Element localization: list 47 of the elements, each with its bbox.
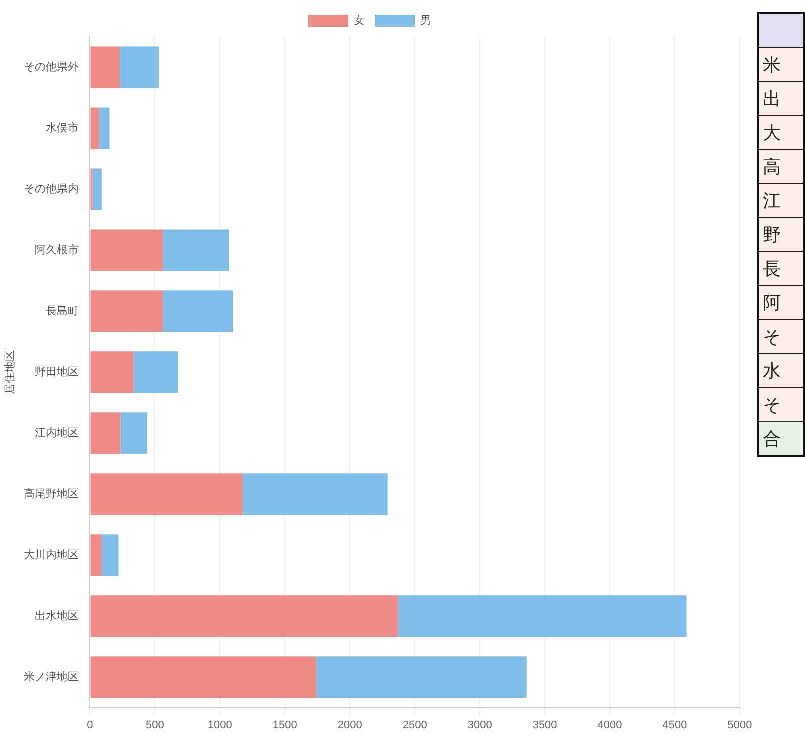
bar — [162, 230, 230, 272]
x-tick-label: 0 — [87, 719, 94, 732]
y-tick-label: 大川内地区 — [24, 548, 80, 562]
bar — [90, 230, 163, 272]
x-tick-label: 2000 — [338, 719, 362, 732]
y-tick-label: 高尾野地区 — [24, 487, 80, 500]
y-tick-label: 出水地区 — [35, 609, 80, 622]
y-tick-label: 水俣市 — [46, 122, 80, 135]
bar — [102, 534, 119, 576]
bar — [90, 290, 163, 332]
bar — [120, 412, 148, 454]
bar — [90, 656, 316, 698]
bar — [316, 656, 527, 698]
y-tick-label: その他県外 — [24, 62, 80, 74]
bar — [120, 46, 160, 88]
bar — [242, 474, 388, 516]
x-tick-label: 4000 — [598, 719, 622, 732]
x-tick-label: 5000 — [728, 719, 752, 732]
x-tick-label: 2500 — [402, 719, 428, 732]
y-axis-title: 居住地区 — [4, 350, 17, 394]
y-tick-label: 野田地区 — [35, 365, 80, 378]
y-tick-label: 阿久根市 — [35, 243, 80, 256]
bar — [134, 352, 178, 394]
y-tick-label: その他県内 — [24, 182, 80, 196]
data-table: 米 出 大 高 江 野 長 阿 そ 水 そ 合 — [757, 12, 805, 457]
x-tick-label: 3500 — [532, 719, 558, 732]
x-tick-label: 500 — [146, 719, 164, 732]
x-tick-label: 1000 — [208, 719, 232, 732]
legend-label: 女 — [354, 15, 365, 28]
x-tick-label: 4500 — [662, 719, 688, 732]
bar — [92, 168, 102, 210]
bar — [90, 108, 100, 150]
bar — [90, 352, 134, 394]
y-tick-label: 江内地区 — [35, 426, 80, 440]
bar — [90, 596, 398, 638]
legend-label: 男 — [420, 15, 432, 28]
bar — [90, 474, 243, 516]
x-tick-label: 3000 — [468, 719, 492, 732]
bar — [162, 290, 234, 332]
bar — [398, 596, 687, 638]
x-tick-label: 1500 — [272, 719, 298, 732]
y-tick-label: 米ノ津地区 — [24, 670, 80, 684]
bar — [90, 412, 121, 454]
y-tick-label: 長島町 — [46, 304, 80, 318]
bar — [99, 108, 110, 150]
bar — [90, 46, 120, 88]
bar — [90, 534, 102, 576]
